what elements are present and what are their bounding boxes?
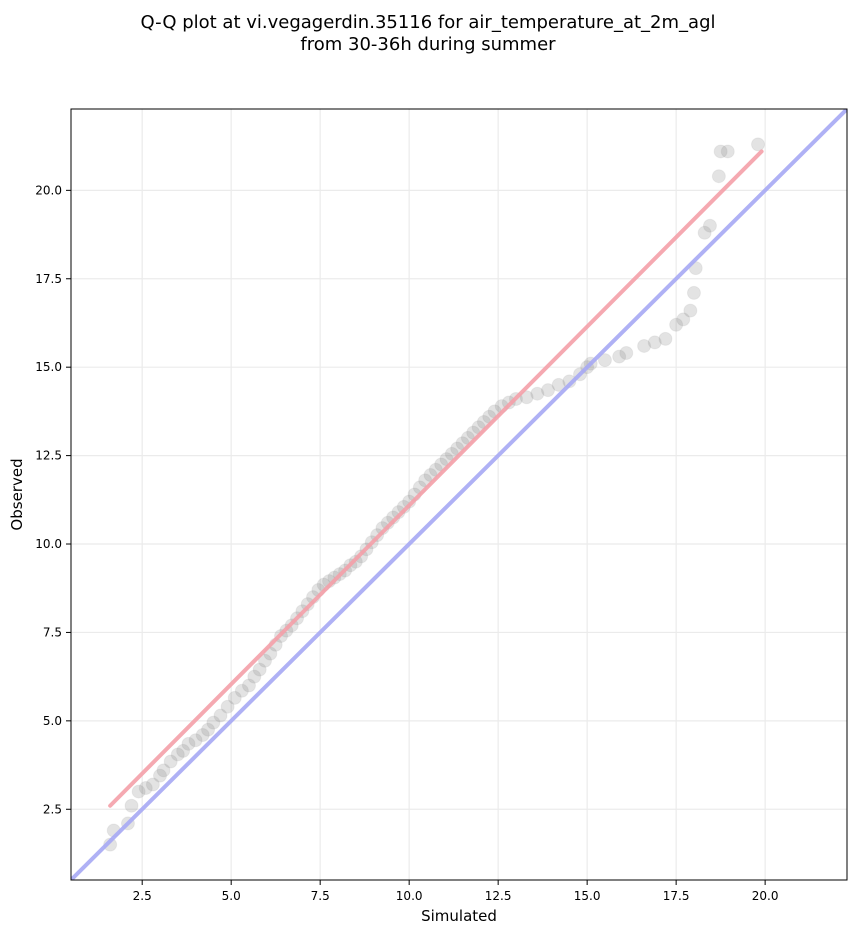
qq-point	[103, 837, 118, 852]
y-tick-label: 7.5	[43, 625, 62, 639]
qq-point	[170, 747, 185, 762]
qq-point	[637, 338, 652, 353]
x-tick-label: 2.5	[133, 889, 152, 903]
y-tick-label: 15.0	[35, 360, 62, 374]
qq-point	[711, 169, 726, 184]
point-layer	[103, 137, 766, 852]
y-tick-label: 2.5	[43, 802, 62, 816]
qq-point	[234, 683, 249, 698]
line-layer	[71, 109, 847, 880]
qq-point	[201, 722, 216, 737]
chart-title: Q-Q plot at vi.vegagerdin.35116 for air_…	[140, 12, 716, 33]
qq-point	[241, 678, 256, 693]
y-tick-label: 20.0	[35, 183, 62, 197]
qq-point	[156, 763, 171, 778]
qq-point	[519, 390, 534, 405]
qq-point	[188, 733, 203, 748]
qq-point	[145, 777, 160, 792]
qq-point	[247, 669, 262, 684]
qq-point	[252, 662, 267, 677]
qq-point	[327, 570, 342, 585]
qq-point	[686, 285, 701, 300]
identity-line	[71, 109, 847, 880]
x-tick-label: 20.0	[752, 889, 779, 903]
qq-point	[658, 331, 673, 346]
x-tick-label: 5.0	[222, 889, 241, 903]
qq-point	[683, 303, 698, 318]
qq-point	[612, 349, 627, 364]
qq-point	[181, 736, 196, 751]
x-tick-label: 17.5	[663, 889, 690, 903]
qq-point	[720, 144, 735, 159]
qq-point	[206, 715, 221, 730]
y-tick-label: 5.0	[43, 714, 62, 728]
y-tick-label: 17.5	[35, 272, 62, 286]
y-tick-label: 10.0	[35, 537, 62, 551]
qq-point	[138, 781, 153, 796]
qq-point	[713, 144, 728, 159]
grid-layer	[71, 109, 847, 880]
y-axis-label: Observed	[8, 458, 26, 530]
y-tick-label: 12.5	[35, 449, 62, 463]
qq-point	[195, 727, 210, 742]
fit-line	[108, 149, 764, 808]
qq-point	[669, 317, 684, 332]
qq-point	[676, 312, 691, 327]
axes-frame	[70, 108, 848, 881]
x-tick-label: 7.5	[311, 889, 330, 903]
qq-point	[697, 225, 712, 240]
qq-point	[124, 798, 139, 813]
qq-point	[551, 377, 566, 392]
tick-layer: 2.5 5.0 7.5 10.0 12.5 15.0 17.5 20.0 2.5 5.0 7.5 10…	[35, 183, 778, 903]
qq-point	[530, 386, 545, 401]
qq-point	[220, 699, 235, 714]
qq-point	[619, 346, 634, 361]
qq-point	[213, 708, 228, 723]
qq-point	[163, 754, 178, 769]
qq-point	[258, 653, 272, 668]
qq-point	[540, 383, 555, 398]
qq-point	[227, 690, 242, 705]
x-tick-label: 12.5	[485, 889, 512, 903]
x-axis-label: Simulated	[421, 907, 497, 925]
qq-point	[300, 597, 315, 612]
qq-point	[647, 335, 662, 350]
x-tick-label: 15.0	[574, 889, 601, 903]
qq-point	[152, 768, 167, 783]
qq-point	[176, 743, 191, 758]
qq-point	[562, 374, 577, 389]
x-tick-label: 10.0	[396, 889, 423, 903]
qq-point	[751, 137, 766, 152]
qq-point	[597, 353, 612, 368]
qq-point	[131, 784, 146, 799]
qq-point	[702, 218, 717, 233]
chart-subtitle: from 30-36h during summer	[300, 34, 556, 55]
